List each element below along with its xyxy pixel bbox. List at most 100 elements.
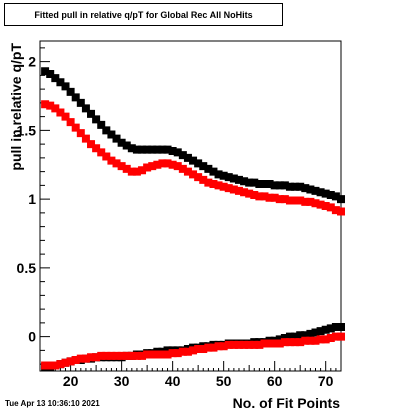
data-point <box>234 175 243 184</box>
data-point <box>81 104 90 113</box>
y-tick-label: 0.5 <box>17 260 37 276</box>
data-point <box>117 351 126 360</box>
x-tick-label: 20 <box>63 373 79 389</box>
data-point <box>291 332 300 341</box>
data-point <box>265 339 274 348</box>
data-point <box>46 361 55 370</box>
data-point <box>81 354 90 363</box>
data-point <box>132 145 141 154</box>
data-point <box>138 145 147 154</box>
data-point <box>214 170 223 179</box>
data-point <box>158 159 167 168</box>
data-point <box>112 159 121 168</box>
data-point <box>316 188 325 197</box>
data-point <box>41 361 50 370</box>
data-point <box>71 356 80 364</box>
data-point <box>321 189 330 198</box>
data-point <box>148 162 157 171</box>
data-point <box>234 340 243 349</box>
timestamp: Tue Apr 13 10:36:10 2021 <box>5 399 100 408</box>
plot-frame <box>39 40 342 372</box>
data-point <box>311 199 320 208</box>
data-point <box>143 163 152 172</box>
data-point <box>102 152 111 161</box>
data-point <box>214 342 223 351</box>
data-point <box>280 338 289 347</box>
data-point <box>296 338 305 347</box>
data-point <box>209 167 218 176</box>
data-point <box>224 340 233 349</box>
data-point <box>76 129 85 138</box>
data-point <box>56 78 65 87</box>
data-point <box>194 159 203 168</box>
data-point <box>71 123 80 132</box>
data-point <box>250 191 259 199</box>
data-point <box>199 345 208 353</box>
data-point <box>61 358 70 367</box>
data-point <box>285 338 294 347</box>
data-point <box>56 360 65 369</box>
data-point <box>178 164 187 173</box>
data-point <box>163 350 172 359</box>
data-point <box>331 206 340 215</box>
data-point <box>280 334 289 342</box>
data-point <box>260 339 269 348</box>
data-point <box>331 332 340 341</box>
data-point <box>275 195 284 204</box>
data-point <box>56 108 65 117</box>
data-point <box>321 325 330 334</box>
data-point <box>132 351 141 360</box>
data-point <box>250 178 259 187</box>
data-point <box>127 167 136 176</box>
data-point <box>127 351 136 360</box>
data-point <box>209 343 218 352</box>
data-point <box>163 346 172 355</box>
data-point <box>163 145 172 154</box>
data-point <box>71 93 80 102</box>
data-point <box>92 353 101 362</box>
data-point <box>173 148 182 157</box>
data-point <box>326 324 335 333</box>
data-point <box>66 87 75 96</box>
data-point <box>87 353 96 362</box>
data-point <box>138 166 147 175</box>
data-point <box>87 140 96 149</box>
data-point <box>112 351 121 360</box>
data-point <box>178 151 187 160</box>
data-point <box>270 181 279 190</box>
data-point <box>337 323 345 331</box>
data-point <box>260 180 269 188</box>
axes: 20 30 40 50 60 70 0 0.5 1 1.5 2 <box>17 47 342 389</box>
data-point <box>209 180 218 188</box>
data-point <box>275 335 284 344</box>
data-point <box>311 336 320 345</box>
data-point <box>214 181 223 190</box>
data-point <box>153 350 162 359</box>
data-point <box>183 153 192 162</box>
data-point <box>102 126 111 135</box>
data-point <box>199 162 208 171</box>
data-point <box>178 347 187 356</box>
data-point <box>173 162 182 171</box>
data-point <box>168 349 177 358</box>
data-point <box>189 156 198 165</box>
data-point <box>117 162 126 171</box>
data-point <box>51 104 60 113</box>
data-point <box>76 354 85 363</box>
data-point <box>122 351 131 360</box>
data-point <box>326 334 335 342</box>
data-point <box>153 160 162 169</box>
data-point <box>107 351 116 360</box>
data-point <box>117 138 126 147</box>
data-point <box>168 160 177 169</box>
data-point <box>97 148 106 157</box>
y-tick-label: 0 <box>28 329 36 345</box>
data-point <box>224 184 233 193</box>
data-point <box>240 188 249 197</box>
data-point <box>199 175 208 184</box>
y-tick-label: 1 <box>28 191 36 207</box>
data-point <box>240 177 249 186</box>
data-point <box>81 134 90 143</box>
series-1 <box>41 100 345 216</box>
data-point <box>285 196 294 205</box>
